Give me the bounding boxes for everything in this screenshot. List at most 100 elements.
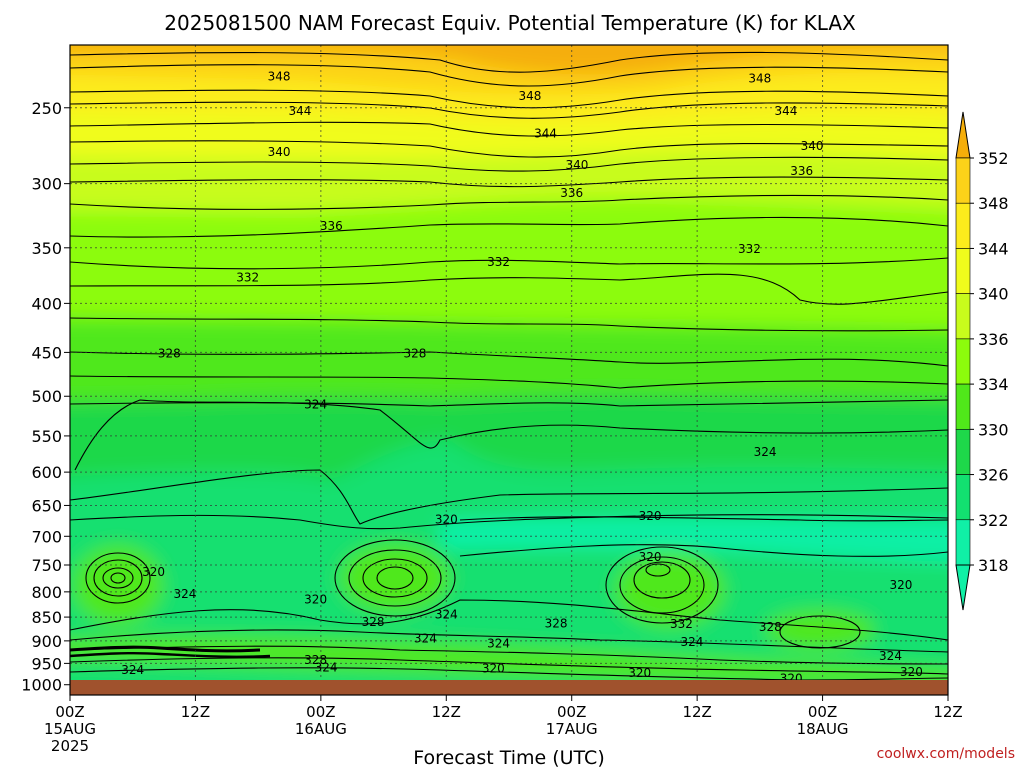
contour-label-text: 320 (639, 509, 662, 523)
contour-label: 344 (288, 104, 311, 118)
contour-label-text: 324 (879, 649, 902, 663)
contour-label: 332 (236, 271, 259, 285)
x-tick-label: 12Z (933, 703, 962, 721)
contour-label: 348 (268, 70, 291, 84)
contour-line (70, 514, 948, 530)
colorbar-label: 330 (978, 420, 1009, 439)
contour-label: 336 (320, 219, 343, 233)
colorbar-label: 318 (978, 556, 1009, 575)
y-tick-label: 400 (31, 294, 62, 313)
contour-label: 328 (403, 346, 426, 360)
contour-line (70, 651, 271, 659)
contour-ring (619, 556, 705, 614)
colorbar-label: 334 (978, 375, 1009, 394)
contour-ring (348, 549, 442, 607)
contour-label-text: 336 (790, 164, 813, 178)
colorbar-label: 322 (978, 511, 1009, 530)
x-axis-title: Forecast Time (UTC) (413, 747, 604, 768)
contour-ring (102, 567, 134, 589)
contour-label: 328 (759, 620, 782, 634)
contour-label-text: 324 (414, 632, 437, 646)
y-tick-label: 700 (31, 527, 62, 546)
contour-label-text: 324 (754, 445, 777, 459)
contour-label: 324 (435, 608, 458, 622)
x-tick-label: 16AUG (295, 720, 347, 738)
contour-label-text: 320 (142, 565, 165, 579)
contour-label: 324 (174, 587, 197, 601)
contour-labels: 348 348 348 344 344 344 340 340 340 336 336 336 332 3… (121, 70, 923, 686)
contour-ring (645, 563, 671, 577)
contour-label-text: 340 (565, 158, 588, 172)
x-tick-label: 12Z (682, 703, 711, 721)
contour-line (70, 599, 948, 641)
source-credit: coolwx.com/models (877, 746, 1015, 762)
contour-label-text: 324 (121, 663, 144, 677)
contour-line (70, 645, 261, 653)
contour-label: 340 (268, 145, 291, 159)
contour-label-text: 332 (236, 271, 259, 285)
contour-label: 320 (142, 565, 165, 579)
y-tick-label: 250 (31, 99, 62, 118)
contour-label: 320 (435, 512, 458, 526)
contour-label-text: 328 (158, 346, 181, 360)
contour-label-text: 324 (435, 608, 458, 622)
y-tick-label: 600 (31, 463, 62, 482)
colorbar-label: 348 (978, 194, 1009, 213)
colorbar-segment (955, 293, 971, 340)
x-tick-label: 00Z (306, 703, 335, 721)
ground-surface (70, 680, 948, 695)
contour-line (459, 544, 948, 557)
contour-label: 336 (790, 164, 813, 178)
low-band (70, 635, 948, 690)
contour-label-text: 336 (560, 186, 583, 200)
colorbar-bottom-arrow (955, 564, 971, 611)
x-tick-label: 00Z (808, 703, 837, 721)
contour-label: 328 (158, 346, 181, 360)
contour-label: 340 (565, 158, 588, 172)
contour-label-text: 320 (435, 512, 458, 526)
contour-label: 324 (754, 445, 777, 459)
contour-label-text: 336 (320, 219, 343, 233)
contour-label-text: 324 (487, 637, 510, 651)
contour-label: 344 (534, 127, 557, 141)
contour-ring (93, 559, 143, 597)
x-tick-label: 00Z (557, 703, 586, 721)
contour-line (70, 216, 948, 238)
contour-line (70, 194, 948, 210)
contour-line (70, 273, 948, 305)
blob-a (73, 545, 163, 625)
contour-line (70, 667, 948, 681)
x-tick-label: 17AUG (546, 720, 598, 738)
contour-label-text: 324 (680, 635, 703, 649)
contour-label: 328 (362, 615, 385, 629)
contour-label-text: 344 (288, 104, 311, 118)
contour-line (70, 51, 948, 73)
contour-label-text: 320 (628, 666, 651, 680)
x-tick-label: 12Z (432, 703, 461, 721)
contour-label: 332 (670, 617, 693, 631)
y-tick-label: 900 (31, 632, 62, 651)
contour-label: 324 (879, 649, 902, 663)
contour-label-text: 328 (362, 615, 385, 629)
contour-label: 320 (304, 593, 327, 607)
contour-label: 324 (680, 635, 703, 649)
contour-label: 324 (315, 661, 338, 675)
contour-label-text: 324 (315, 661, 338, 675)
y-tick-label: 1000 (21, 676, 62, 695)
colorbar-label: 326 (978, 466, 1009, 485)
contour-label: 332 (487, 255, 510, 269)
contour-line (70, 64, 948, 87)
contour-line (70, 89, 948, 109)
contour-label: 320 (890, 578, 913, 592)
contour-label-text: 328 (759, 620, 782, 634)
colorbar-label: 340 (978, 285, 1009, 304)
contour-label: 320 (900, 665, 923, 679)
contour-label-text: 348 (748, 71, 771, 85)
contour-label-text: 344 (534, 127, 557, 141)
contour-label: 320 (639, 509, 662, 523)
contour-label-text: 324 (304, 397, 327, 411)
contour-label: 328 (304, 653, 327, 667)
contour-label-text: 348 (268, 70, 291, 84)
contour-label-text: 328 (403, 346, 426, 360)
y-tick-label: 500 (31, 387, 62, 406)
